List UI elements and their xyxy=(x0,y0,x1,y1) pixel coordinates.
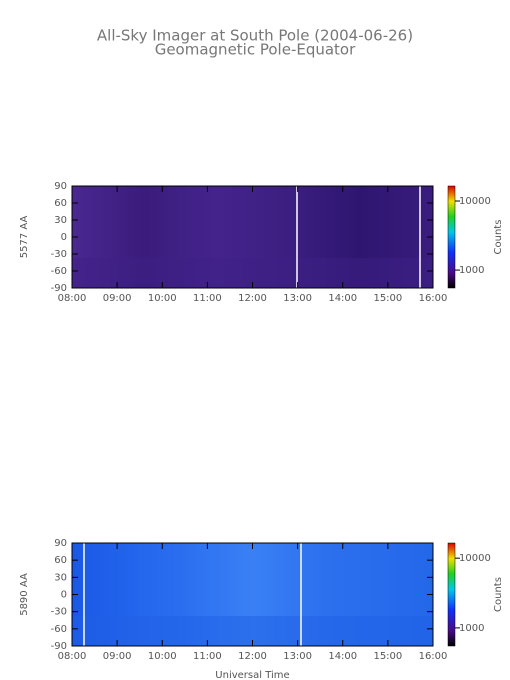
x-tick-label: 13:00 xyxy=(283,293,312,304)
x-tick-label: 14:00 xyxy=(328,293,357,304)
x-tick-label: 12:00 xyxy=(238,651,267,662)
colorbar-label: Counts xyxy=(493,577,504,612)
x-tick-label: 16:00 xyxy=(419,293,448,304)
y-tick-label: -60 xyxy=(51,624,67,635)
colorbar xyxy=(447,185,456,289)
y-tick-label: 90 xyxy=(54,181,67,192)
y-tick-label: -90 xyxy=(51,641,67,652)
x-tick-label: 11:00 xyxy=(193,651,222,662)
x-tick-label: 09:00 xyxy=(103,293,132,304)
x-tick-label: 15:00 xyxy=(373,293,402,304)
y-tick-label: -60 xyxy=(51,266,67,277)
colorbar-tick-label: 10000 xyxy=(459,553,491,564)
y-tick-label: 60 xyxy=(54,198,67,209)
x-tick-label: 08:00 xyxy=(58,651,87,662)
y-tick-label: 30 xyxy=(54,572,67,583)
colorbar xyxy=(447,542,456,647)
y-tick-label: -90 xyxy=(51,283,67,294)
colorbar-label: Counts xyxy=(493,220,504,255)
colorbar-tick-label: 1000 xyxy=(459,623,484,634)
x-tick-label: 11:00 xyxy=(193,293,222,304)
y-tick-label: -30 xyxy=(51,607,67,618)
title: All-Sky Imager at South Pole (2004-06-26… xyxy=(97,27,413,45)
y-axis-label: 5890 AA xyxy=(19,573,30,616)
x-axis-label: Universal Time xyxy=(215,670,289,680)
colorbar-tick-label: 1000 xyxy=(459,265,484,276)
subtitle: Geomagnetic Pole-Equator xyxy=(155,41,356,59)
y-tick-label: 30 xyxy=(54,215,67,226)
x-tick-label: 13:00 xyxy=(283,651,312,662)
x-tick-label: 16:00 xyxy=(419,651,448,662)
x-tick-label: 12:00 xyxy=(238,293,267,304)
x-tick-label: 14:00 xyxy=(328,651,357,662)
colorbar-tick-label: 10000 xyxy=(459,196,491,207)
x-tick-label: 08:00 xyxy=(58,293,87,304)
y-tick-label: 60 xyxy=(54,555,67,566)
y-tick-label: -30 xyxy=(51,249,67,260)
y-tick-label: 90 xyxy=(54,538,67,549)
y-tick-label: 0 xyxy=(61,232,67,243)
x-tick-label: 10:00 xyxy=(148,293,177,304)
y-tick-label: 0 xyxy=(61,590,67,601)
y-axis-label: 5577 AA xyxy=(19,216,30,259)
x-tick-label: 15:00 xyxy=(373,651,402,662)
x-tick-label: 09:00 xyxy=(103,651,132,662)
x-tick-label: 10:00 xyxy=(148,651,177,662)
